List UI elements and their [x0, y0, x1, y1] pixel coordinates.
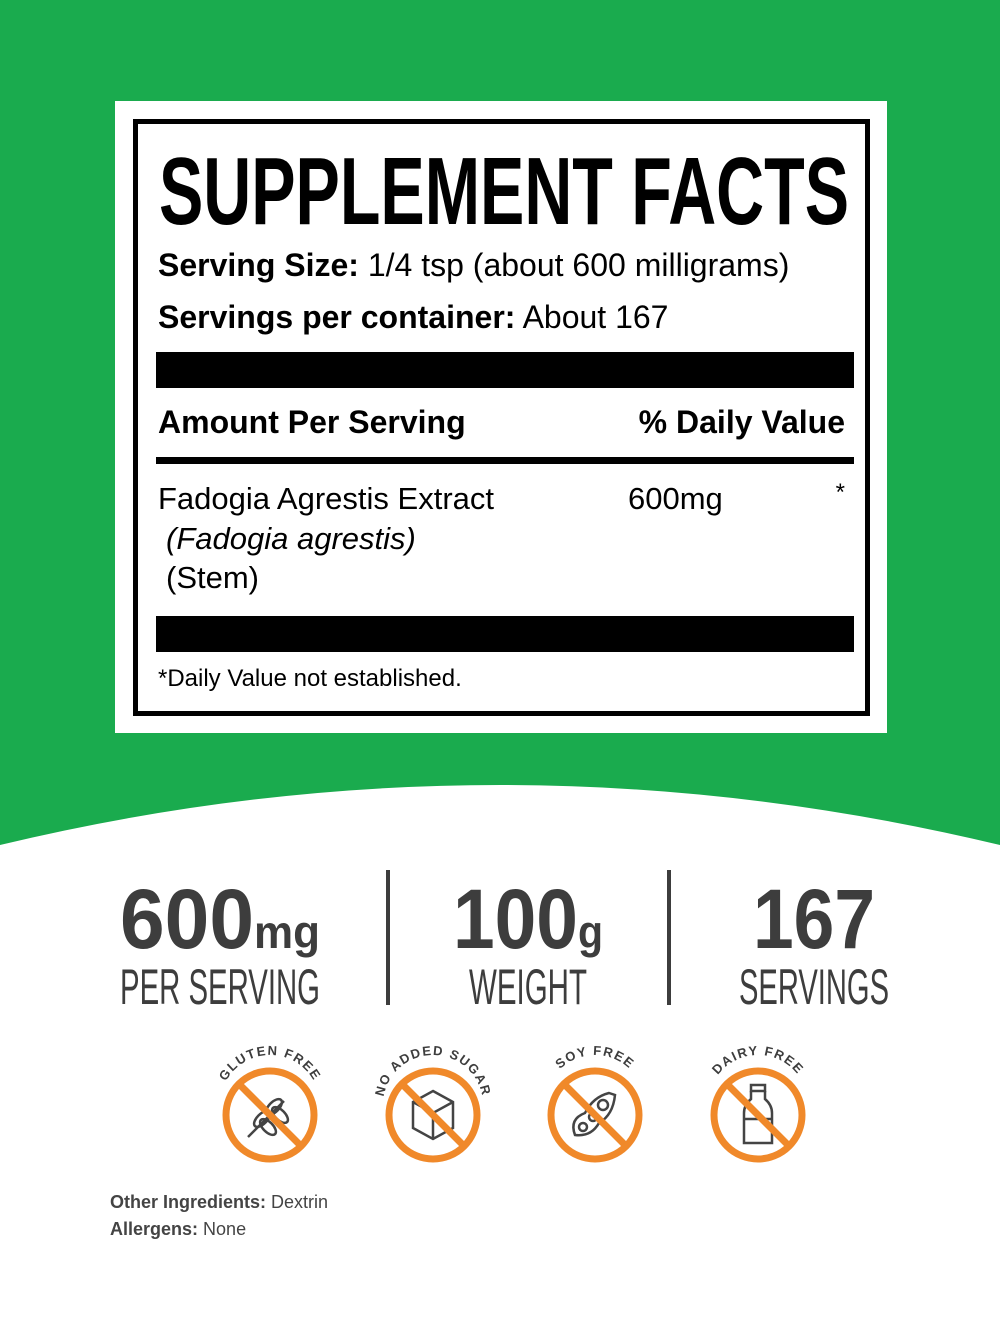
- badge-soy-free: SOY FREE: [530, 1040, 660, 1170]
- serving-size-label: Serving Size:: [158, 247, 359, 283]
- svg-text:SUPPLEMENT FACTS: SUPPLEMENT FACTS: [159, 144, 849, 234]
- stat-unit: mg: [254, 906, 320, 958]
- serving-size: Serving Size: 1/4 tsp (about 600 milligr…: [158, 247, 789, 284]
- other-ingredients: Other Ingredients: Dextrin: [110, 1192, 328, 1213]
- servings-per-container: Servings per container: About 167: [158, 299, 668, 336]
- stat-value: 600: [120, 872, 254, 966]
- badge-label: GLUTEN FREE: [216, 1043, 325, 1083]
- stat-value: 167: [753, 872, 875, 966]
- prohibited-slash-icon: [399, 1081, 467, 1149]
- stat-servings: 167 SERVINGS: [682, 870, 947, 1010]
- prohibited-circle-icon: [547, 1067, 643, 1163]
- stat-label: WEIGHT: [469, 959, 587, 1010]
- ingredient-name: Fadogia Agrestis Extract: [158, 481, 494, 516]
- supplement-facts-label: SUPPLEMENT FACTS Serving Size: 1/4 tsp (…: [115, 101, 887, 733]
- ingredient-latin: (Fadogia agrestis): [166, 521, 416, 556]
- allergens: Allergens: None: [110, 1219, 246, 1240]
- servings-label: Servings per container:: [158, 299, 516, 335]
- badge-dairy-free: DAIRY FREE: [693, 1040, 823, 1170]
- thick-divider: [156, 352, 854, 388]
- ingredient-amount: 600mg: [628, 481, 723, 516]
- stat-label: PER SERVING: [120, 959, 320, 1010]
- other-ingredients-value: Dextrin: [271, 1192, 329, 1212]
- prohibited-slash-icon: [724, 1081, 792, 1149]
- stat-divider: [386, 870, 390, 1005]
- footnote: *Daily Value not established.: [158, 665, 462, 692]
- ingredient-dv: *: [835, 479, 845, 506]
- allergens-value: None: [203, 1219, 247, 1239]
- stat-label: SERVINGS: [739, 959, 889, 1010]
- stat-weight: 100g WEIGHT: [396, 870, 661, 1010]
- thick-divider-bottom: [156, 616, 854, 652]
- prohibited-circle-icon: [710, 1067, 806, 1163]
- ingredient-part: (Stem): [166, 560, 259, 595]
- stat-value-group: 100g: [453, 872, 603, 966]
- label-border: SUPPLEMENT FACTS Serving Size: 1/4 tsp (…: [133, 119, 870, 716]
- stat-unit: g: [578, 906, 603, 958]
- stat-value-group: 600mg: [120, 872, 320, 966]
- prohibited-circle-icon: [222, 1067, 318, 1163]
- stat-value-group: 167: [753, 872, 875, 966]
- stat-divider: [667, 870, 671, 1005]
- serving-size-value: 1/4 tsp (about 600 milligrams): [367, 247, 790, 283]
- badge-gluten-free: GLUTEN FREE: [205, 1040, 335, 1170]
- servings-value: About 167: [522, 299, 669, 335]
- amount-per-serving-header: Amount Per Serving: [158, 404, 466, 440]
- other-ingredients-label: Other Ingredients:: [110, 1192, 267, 1212]
- daily-value-header: % Daily Value: [638, 404, 845, 440]
- badge-no-added-sugar: NO ADDED SUGAR: [368, 1040, 498, 1170]
- stat-value: 100: [453, 872, 578, 966]
- thin-divider: [156, 457, 854, 464]
- prohibited-slash-icon: [236, 1081, 304, 1149]
- stat-per-serving: 600mg PER SERVING: [88, 870, 353, 1010]
- label-title: SUPPLEMENT FACTS: [159, 144, 849, 234]
- prohibited-slash-icon: [561, 1081, 629, 1149]
- prohibited-circle-icon: [385, 1067, 481, 1163]
- allergens-label: Allergens:: [110, 1219, 199, 1239]
- badge-label: SOY FREE: [552, 1043, 637, 1072]
